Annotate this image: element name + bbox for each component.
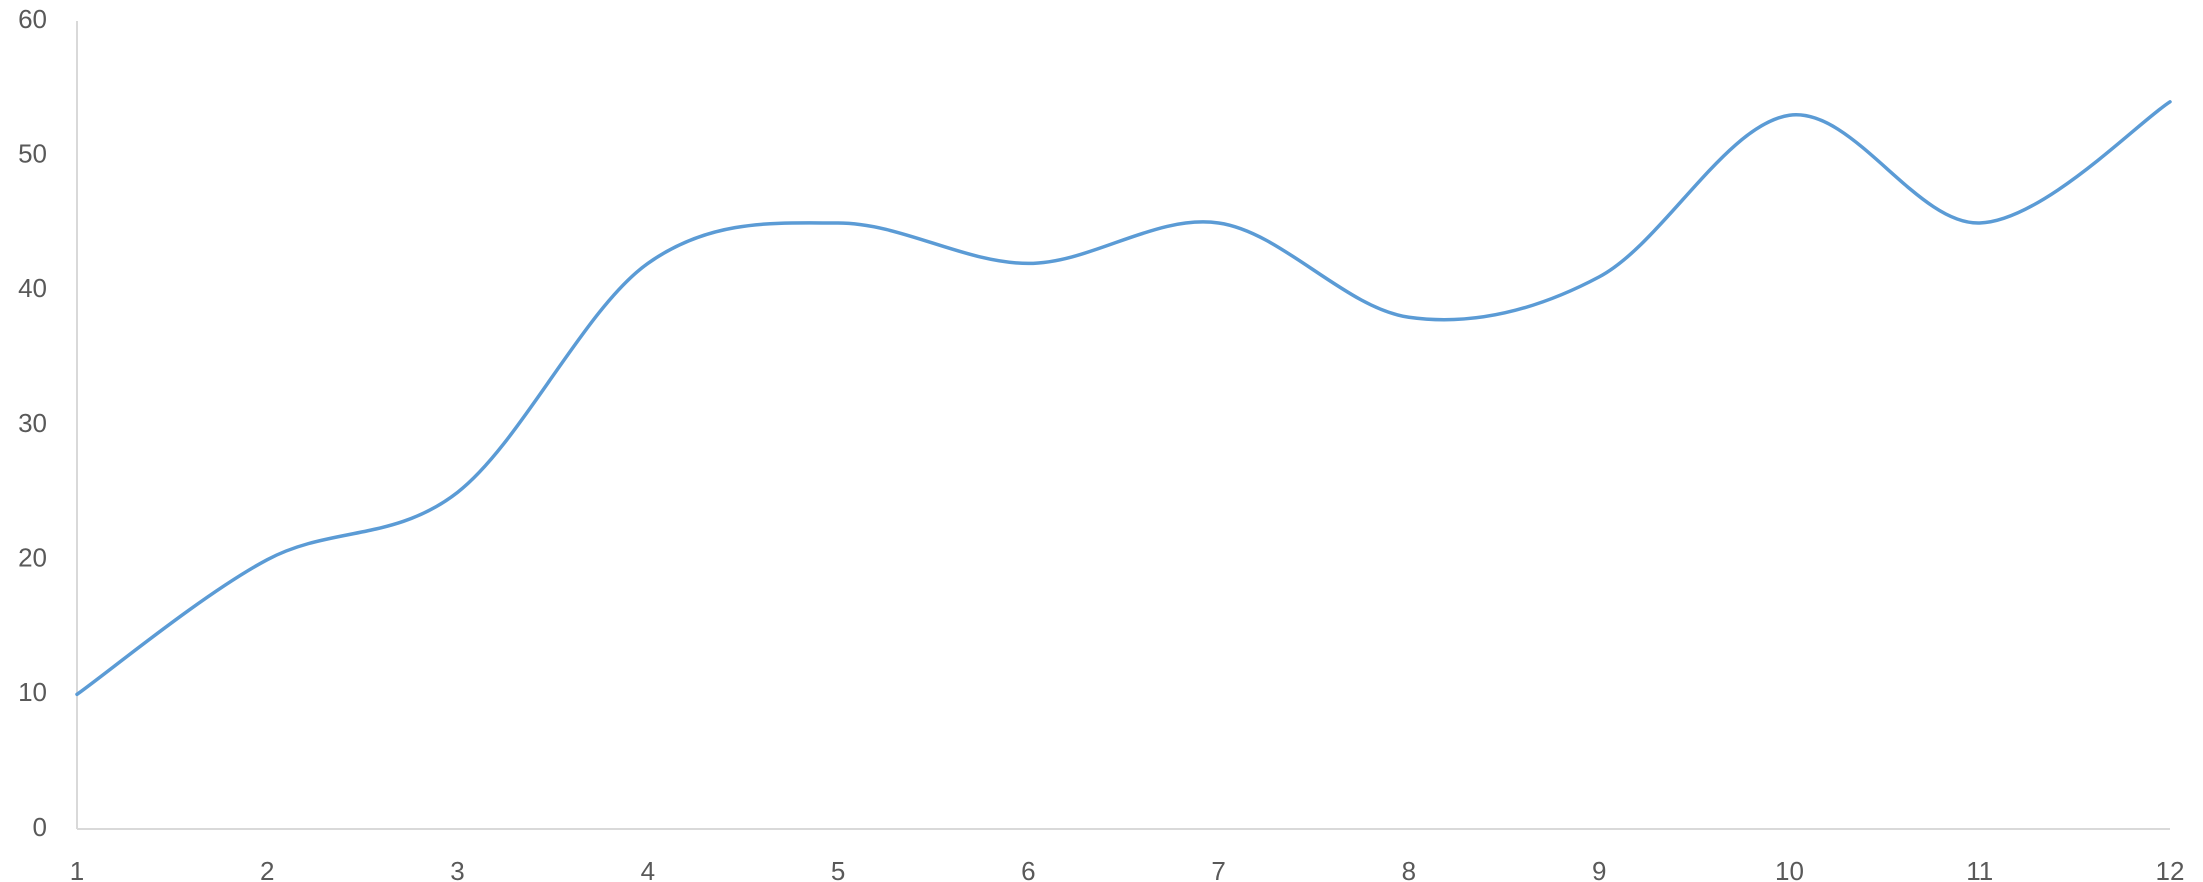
y-tick-label: 60: [18, 4, 47, 34]
y-tick-label: 20: [18, 543, 47, 573]
x-tick-label: 5: [831, 856, 845, 882]
y-tick-label: 10: [18, 677, 47, 707]
x-tick-label: 9: [1592, 856, 1606, 882]
x-tick-label: 12: [2156, 856, 2185, 882]
x-tick-label: 4: [641, 856, 655, 882]
x-tick-label: 10: [1775, 856, 1804, 882]
x-tick-label: 11: [1966, 856, 1993, 882]
y-axis-tick-labels: 0 10 20 30 40 50 60: [18, 4, 47, 842]
y-tick-label: 40: [18, 273, 47, 303]
series-layer: [75, 100, 2172, 697]
y-tick-label: 50: [18, 139, 47, 169]
x-tick-label: 2: [260, 856, 274, 882]
x-tick-label: 7: [1211, 856, 1225, 882]
y-tick-label: 30: [18, 408, 47, 438]
x-tick-label: 3: [450, 856, 464, 882]
x-tick-label: 1: [70, 856, 84, 882]
series-line: [75, 100, 2172, 697]
y-tick-label: 0: [33, 812, 47, 842]
x-axis-tick-labels: 1 2 3 4 5 6 7 8 9 10 11 12: [70, 856, 2185, 882]
x-tick-label: 6: [1021, 856, 1035, 882]
x-tick-label: 8: [1402, 856, 1416, 882]
